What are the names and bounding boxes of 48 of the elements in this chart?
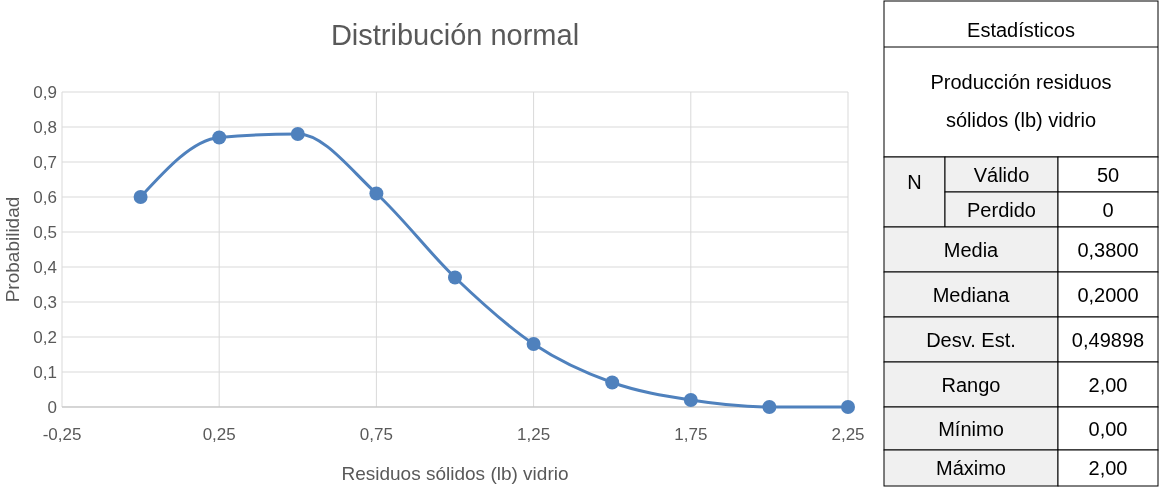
- text: Estadísticos: [967, 19, 1075, 41]
- y-tick-label: 0,5: [33, 222, 57, 242]
- category-label: Mediana: [932, 283, 1011, 306]
- text: 0,2000: [1077, 283, 1139, 306]
- text: 0,00: [1088, 417, 1128, 440]
- point: [683, 393, 698, 407]
- point: [369, 186, 384, 201]
- y-tick-label: 0,8: [33, 117, 57, 137]
- text: 0: [1102, 198, 1114, 221]
- x-axis-title: Residuos sólidos (lb) vidrio: [341, 463, 569, 484]
- category-label: Máximo: [935, 457, 1007, 479]
- x-tick-label: 0,25: [202, 425, 236, 444]
- text: 0,3800: [1077, 238, 1139, 261]
- category-label: Desv. Est.: [926, 328, 1016, 351]
- y-tick-label: 0,6: [33, 187, 57, 207]
- text: 2,00: [1088, 373, 1128, 396]
- text: 0,49898: [1071, 328, 1145, 351]
- point: [841, 400, 855, 414]
- y-tick-label: 0,7: [33, 152, 57, 172]
- point: [290, 127, 305, 141]
- text: 2,00: [1088, 457, 1128, 479]
- y-tick-label: 0,3: [33, 292, 57, 312]
- category-label: Mínimo: [938, 417, 1004, 440]
- text: N: [907, 171, 922, 193]
- y-tick-label: 0,2: [33, 327, 57, 347]
- y-axis-title: Probabilidad: [2, 196, 23, 303]
- y-tick-label: 0,1: [33, 362, 57, 382]
- x-tick-label: 2,25: [831, 425, 865, 444]
- text: Producción residuos sólidos (lb) vidrio: [930, 71, 1112, 131]
- y-tick-label: 0,9: [33, 82, 57, 102]
- x-tick-label: -0,25: [42, 425, 82, 444]
- y-tick-label: 0,4: [33, 257, 57, 277]
- point: [605, 375, 620, 390]
- y-tick-label: 0: [47, 397, 57, 417]
- category-label: Media: [943, 238, 1000, 261]
- x-tick-label: 0,75: [359, 425, 393, 444]
- point: [762, 400, 777, 414]
- point: [212, 130, 227, 145]
- category-label: Rango: [941, 373, 1001, 396]
- point: [448, 270, 462, 285]
- x-tick-label: 1,25: [517, 425, 551, 444]
- text: 50: [1096, 163, 1120, 186]
- chart-title: Distribución normal: [330, 19, 580, 51]
- point: [133, 190, 148, 204]
- x-tick-label: 1,75: [674, 425, 708, 444]
- point: [526, 337, 541, 351]
- category-label: Válido: [973, 163, 1030, 186]
- category-label: Perdido: [967, 198, 1036, 221]
